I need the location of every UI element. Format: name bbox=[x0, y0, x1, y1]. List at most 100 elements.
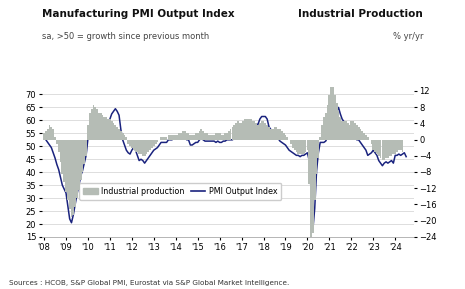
Bar bbox=[310, 140, 312, 241]
Bar bbox=[151, 140, 153, 148]
Bar bbox=[361, 131, 363, 140]
Bar bbox=[292, 140, 294, 148]
Bar bbox=[124, 136, 126, 140]
Bar bbox=[259, 123, 261, 140]
Bar bbox=[102, 115, 104, 140]
Bar bbox=[81, 140, 83, 172]
Bar bbox=[213, 136, 215, 140]
Bar bbox=[358, 127, 359, 140]
Bar bbox=[246, 119, 248, 140]
Bar bbox=[169, 136, 171, 140]
Bar bbox=[111, 121, 113, 140]
Bar bbox=[155, 140, 157, 144]
Bar bbox=[261, 121, 263, 140]
Bar bbox=[89, 113, 91, 140]
Bar bbox=[347, 123, 349, 140]
Bar bbox=[241, 123, 242, 140]
Text: Manufacturing PMI Output Index: Manufacturing PMI Output Index bbox=[42, 9, 234, 19]
Bar bbox=[65, 140, 67, 192]
Bar bbox=[314, 140, 316, 201]
Bar bbox=[283, 134, 285, 140]
Bar bbox=[352, 121, 354, 140]
Bar bbox=[147, 140, 149, 152]
Bar bbox=[381, 140, 383, 160]
Bar bbox=[272, 129, 273, 140]
Bar bbox=[394, 140, 396, 154]
Bar bbox=[109, 119, 111, 140]
Bar bbox=[171, 136, 173, 140]
Bar bbox=[52, 129, 54, 140]
Bar bbox=[85, 140, 87, 156]
Bar bbox=[129, 140, 131, 146]
Bar bbox=[47, 129, 49, 140]
Bar bbox=[323, 117, 325, 140]
Bar bbox=[78, 140, 80, 190]
Text: sa, >50 = growth since previous month: sa, >50 = growth since previous month bbox=[42, 32, 209, 41]
Bar bbox=[301, 140, 303, 154]
Bar bbox=[222, 136, 224, 140]
Bar bbox=[285, 136, 286, 140]
Bar bbox=[349, 125, 351, 140]
Bar bbox=[334, 95, 336, 140]
Bar bbox=[339, 117, 341, 140]
Bar bbox=[175, 136, 177, 140]
Bar bbox=[332, 87, 334, 140]
Bar bbox=[376, 140, 378, 154]
Bar bbox=[345, 121, 347, 140]
Bar bbox=[253, 121, 255, 140]
Bar bbox=[297, 140, 299, 154]
Bar bbox=[76, 140, 78, 198]
Bar bbox=[49, 125, 50, 140]
Bar bbox=[96, 109, 98, 140]
Bar bbox=[144, 140, 146, 156]
Bar bbox=[226, 134, 228, 140]
Bar bbox=[219, 134, 220, 140]
Bar bbox=[73, 140, 74, 215]
Bar bbox=[257, 125, 259, 140]
Bar bbox=[212, 136, 213, 140]
Bar bbox=[263, 121, 265, 140]
Bar bbox=[184, 131, 186, 140]
Bar bbox=[235, 123, 237, 140]
Bar bbox=[343, 121, 345, 140]
Bar bbox=[294, 140, 296, 150]
Bar bbox=[385, 140, 387, 158]
Bar bbox=[365, 136, 367, 140]
Bar bbox=[242, 121, 244, 140]
Bar bbox=[104, 117, 105, 140]
Bar bbox=[182, 131, 184, 140]
Bar bbox=[266, 125, 268, 140]
Bar bbox=[126, 138, 127, 140]
Bar bbox=[87, 125, 89, 140]
Bar bbox=[54, 138, 56, 140]
Bar bbox=[328, 95, 330, 140]
Bar bbox=[270, 129, 272, 140]
Text: Sources : HCOB, S&P Global PMI, Eurostat via S&P Global Market Intelligence.: Sources : HCOB, S&P Global PMI, Eurostat… bbox=[9, 280, 290, 286]
Bar bbox=[312, 140, 314, 233]
Bar bbox=[220, 136, 222, 140]
Bar bbox=[133, 140, 134, 150]
Bar bbox=[402, 140, 404, 152]
Bar bbox=[162, 138, 164, 140]
Bar bbox=[107, 119, 109, 140]
Bar bbox=[277, 129, 279, 140]
Bar bbox=[230, 129, 232, 140]
Bar bbox=[351, 121, 352, 140]
Bar bbox=[193, 136, 195, 140]
Bar bbox=[202, 131, 204, 140]
Bar bbox=[122, 134, 124, 140]
Bar bbox=[255, 123, 257, 140]
Bar bbox=[215, 134, 217, 140]
Bar bbox=[195, 134, 197, 140]
Bar bbox=[149, 140, 151, 150]
Bar bbox=[80, 140, 81, 180]
Bar bbox=[354, 123, 356, 140]
Bar bbox=[173, 136, 175, 140]
Bar bbox=[279, 129, 281, 140]
Bar bbox=[308, 140, 310, 184]
Bar bbox=[160, 138, 162, 140]
Bar bbox=[93, 105, 94, 140]
Bar bbox=[51, 127, 52, 140]
Bar bbox=[118, 129, 120, 140]
Bar bbox=[400, 140, 402, 150]
